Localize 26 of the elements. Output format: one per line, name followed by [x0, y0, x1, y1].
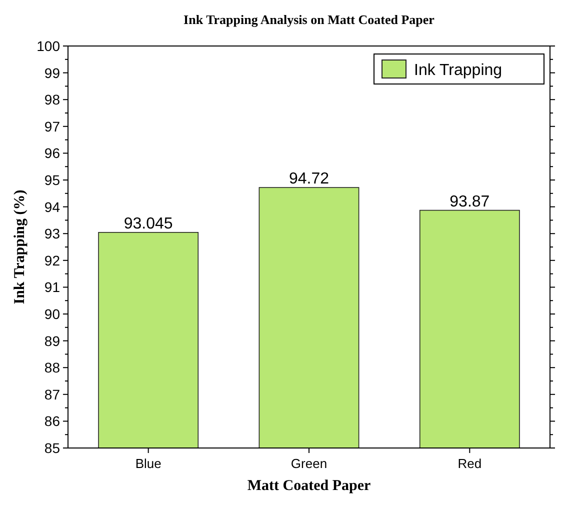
y-tick-label: 86	[44, 413, 60, 430]
y-tick-label: 93	[44, 226, 60, 242]
y-tick-label: 100	[36, 38, 60, 54]
y-tick-label: 98	[44, 92, 60, 108]
x-axis-title: Matt Coated Paper	[247, 478, 371, 494]
chart-title: Ink Trapping Analysis on Matt Coated Paper	[184, 12, 435, 27]
data-label: 93.045	[124, 215, 173, 232]
y-tick-label: 89	[44, 332, 60, 349]
data-label: 93.87	[450, 193, 490, 210]
y-tick-label: 95	[44, 172, 60, 188]
data-label: 94.72	[288, 170, 330, 188]
y-tick-label: 87	[44, 386, 60, 402]
x-tick-label: Red	[458, 456, 482, 471]
y-tick-label: 94	[44, 198, 60, 215]
y-tick-label: 97	[44, 118, 60, 134]
y-tick-label: 96	[44, 145, 60, 162]
y-tick-label: 91	[44, 279, 60, 296]
y-tick-label: 88	[44, 360, 60, 376]
legend-label: Ink Trapping	[414, 62, 502, 79]
y-tick-label: 85	[44, 440, 60, 456]
x-tick-label: Green	[290, 456, 328, 471]
x-tick-label: Blue	[135, 456, 162, 471]
y-tick-label: 99	[44, 64, 60, 81]
y-tick-label: 92	[44, 252, 60, 268]
y-tick-label: 90	[44, 306, 60, 322]
y-axis-title: Ink Trapping (%)	[12, 190, 28, 304]
